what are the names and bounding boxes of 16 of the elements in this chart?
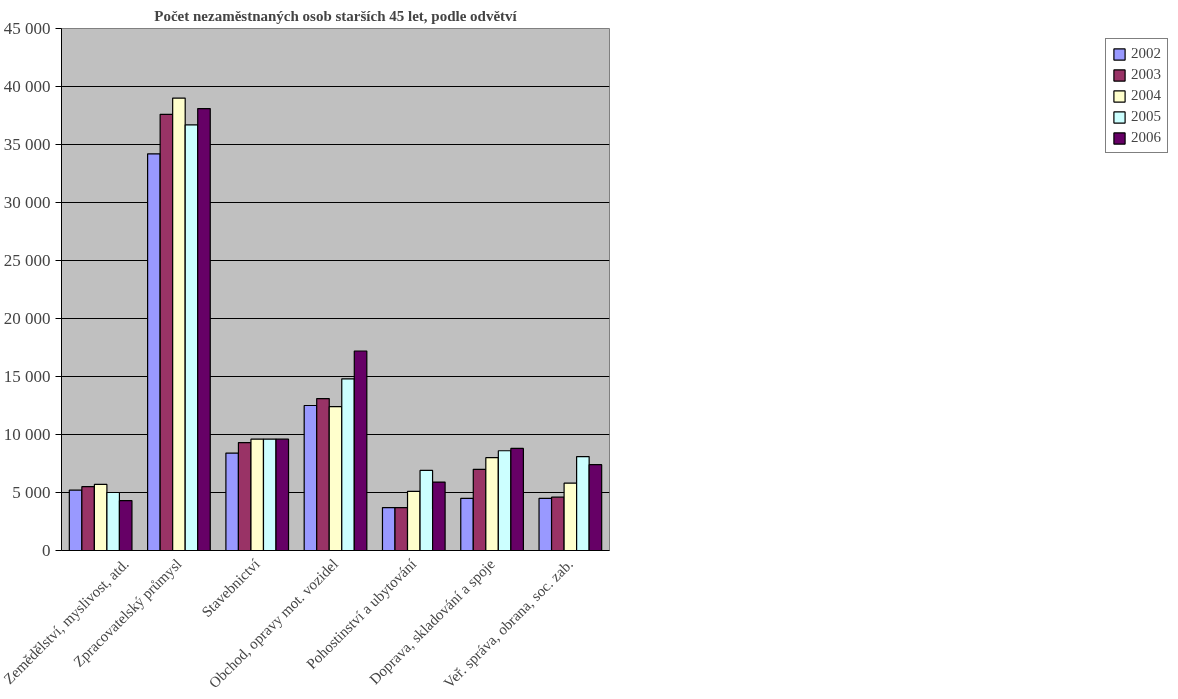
y-tick-label: 40 000 — [3, 77, 51, 96]
legend-label: 2005 — [1131, 108, 1161, 125]
y-tick-label: 0 — [42, 541, 51, 560]
y-tick-label: 20 000 — [3, 309, 51, 328]
y-tick-label: 35 000 — [3, 135, 51, 154]
y-tick-label: 10 000 — [3, 425, 51, 444]
y-tick-label: 15 000 — [3, 367, 51, 386]
legend-label: 2002 — [1131, 45, 1161, 62]
legend-label: 2003 — [1131, 66, 1161, 83]
y-tick-label: 5 000 — [12, 483, 51, 502]
y-tick-label: 45 000 — [3, 19, 51, 38]
legend-label: 2004 — [1131, 87, 1161, 104]
legend-label: 2006 — [1131, 129, 1161, 146]
y-tick-label: 30 000 — [3, 193, 51, 212]
chart-title: Počet nezaměstnaných osob starších 45 let, podle odvětví — [154, 7, 518, 24]
y-tick-label: 25 000 — [3, 251, 51, 270]
